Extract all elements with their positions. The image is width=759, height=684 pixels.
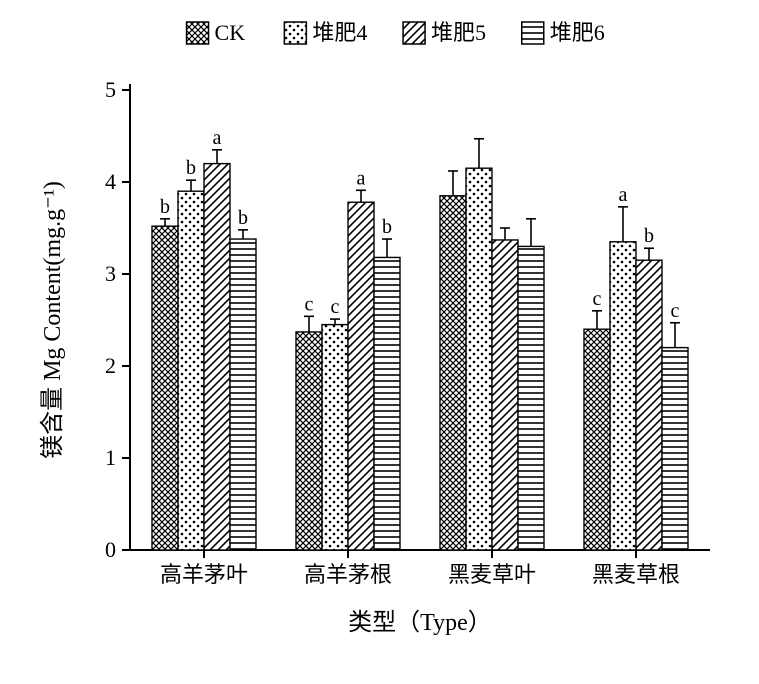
legend-swatch-ck — [187, 22, 209, 44]
category-label-3: 黑麦草根 — [592, 562, 680, 587]
y-tick-label: 4 — [105, 169, 116, 194]
y-tick-label: 5 — [105, 77, 116, 102]
sig-0-c6: b — [238, 207, 248, 229]
bar-0-ck — [152, 226, 178, 550]
y-tick-label: 0 — [105, 537, 116, 562]
legend-label-c4: 堆肥4 — [312, 20, 367, 45]
category-label-0: 高羊茅叶 — [160, 562, 248, 587]
bar-1-ck — [296, 332, 322, 550]
sig-0-c4: b — [186, 157, 196, 179]
category-label-2: 黑麦草叶 — [448, 562, 536, 587]
legend-label-c6: 堆肥6 — [550, 20, 605, 45]
y-tick-label: 3 — [105, 261, 116, 286]
y-axis-label: 镁含量 Mg Content(mg.g⁻¹) — [39, 181, 66, 459]
bar-3-ck — [584, 329, 610, 550]
bar-0-c5 — [204, 164, 230, 550]
category-label-1: 高羊茅根 — [304, 562, 392, 587]
bar-2-ck — [440, 196, 466, 550]
bar-1-c6 — [374, 257, 400, 550]
bar-1-c4 — [322, 325, 348, 550]
bar-2-c4 — [466, 168, 492, 550]
bar-3-c5 — [636, 260, 662, 550]
bar-3-c6 — [662, 348, 688, 550]
bar-0-c4 — [178, 191, 204, 550]
legend-swatch-c5 — [403, 22, 425, 44]
sig-0-ck: b — [160, 196, 170, 218]
sig-1-ck: c — [305, 293, 314, 315]
legend-swatch-c4 — [284, 22, 306, 44]
sig-3-c5: b — [644, 225, 654, 247]
y-tick-label: 1 — [105, 445, 116, 470]
sig-3-c4: a — [619, 184, 628, 206]
sig-1-c6: b — [382, 216, 392, 238]
y-tick-label: 2 — [105, 353, 116, 378]
bar-2-c6 — [518, 246, 544, 550]
bar-1-c5 — [348, 202, 374, 550]
legend-label-c5: 堆肥5 — [431, 20, 486, 45]
legend-swatch-c6 — [522, 22, 544, 44]
bar-3-c4 — [610, 242, 636, 550]
legend-label-ck: CK — [215, 20, 246, 45]
x-axis-label: 类型（Type） — [348, 609, 492, 636]
sig-3-c6: c — [671, 300, 680, 322]
bar-0-c6 — [230, 239, 256, 550]
sig-1-c5: a — [357, 167, 366, 189]
mg-content-bar-chart: CK 堆肥4 堆肥5 堆肥6 0 1 2 3 4 5 镁含量 Mg Content(mg.g⁻¹) b… — [0, 0, 759, 684]
sig-3-ck: c — [593, 288, 602, 310]
chart-svg: CK 堆肥4 堆肥5 堆肥6 0 1 2 3 4 5 镁含量 Mg Content(mg.g⁻¹) b… — [0, 0, 759, 684]
bar-2-c5 — [492, 240, 518, 550]
sig-0-c5: a — [213, 127, 222, 149]
sig-1-c4: c — [331, 296, 340, 318]
